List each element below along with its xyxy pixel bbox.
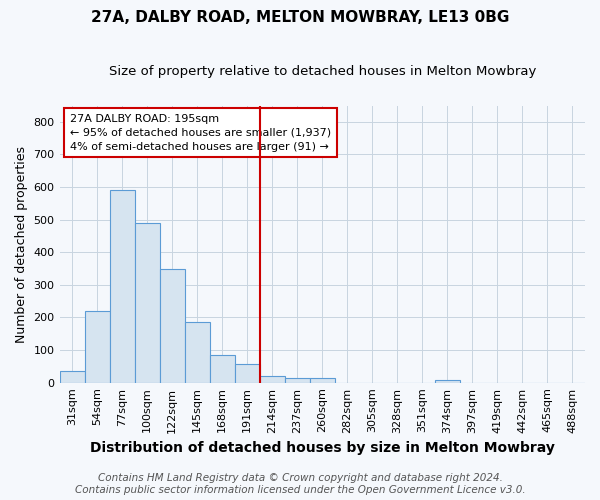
Bar bbox=[209, 355, 235, 382]
Bar bbox=[185, 322, 209, 382]
Y-axis label: Number of detached properties: Number of detached properties bbox=[15, 146, 28, 342]
Bar bbox=[285, 378, 310, 382]
Bar bbox=[59, 372, 85, 382]
Bar bbox=[160, 268, 185, 382]
Bar bbox=[260, 376, 285, 382]
X-axis label: Distribution of detached houses by size in Melton Mowbray: Distribution of detached houses by size … bbox=[90, 441, 555, 455]
Text: 27A DALBY ROAD: 195sqm
← 95% of detached houses are smaller (1,937)
4% of semi-d: 27A DALBY ROAD: 195sqm ← 95% of detached… bbox=[70, 114, 331, 152]
Text: Contains HM Land Registry data © Crown copyright and database right 2024.
Contai: Contains HM Land Registry data © Crown c… bbox=[74, 474, 526, 495]
Bar bbox=[310, 378, 335, 382]
Bar bbox=[85, 311, 110, 382]
Text: 27A, DALBY ROAD, MELTON MOWBRAY, LE13 0BG: 27A, DALBY ROAD, MELTON MOWBRAY, LE13 0B… bbox=[91, 10, 509, 25]
Bar bbox=[134, 223, 160, 382]
Bar bbox=[110, 190, 134, 382]
Bar bbox=[435, 380, 460, 382]
Title: Size of property relative to detached houses in Melton Mowbray: Size of property relative to detached ho… bbox=[109, 65, 536, 78]
Bar bbox=[235, 364, 260, 382]
